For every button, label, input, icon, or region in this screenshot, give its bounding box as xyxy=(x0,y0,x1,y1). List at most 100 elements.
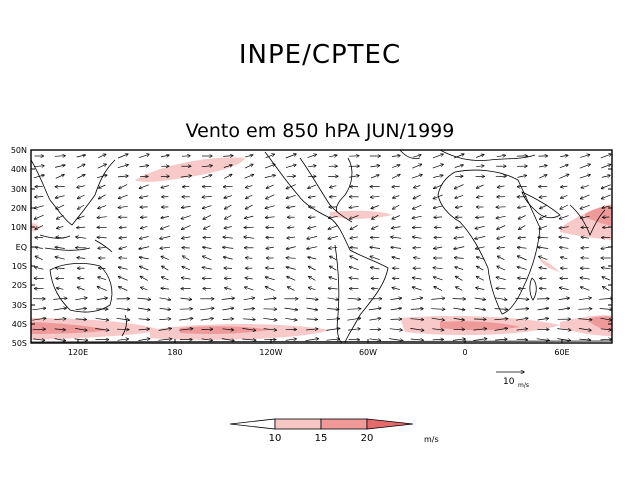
wind-vector xyxy=(392,288,400,290)
wind-vector xyxy=(161,288,169,289)
wind-vector xyxy=(581,237,589,238)
wind-vector xyxy=(410,339,423,340)
wind-vector xyxy=(224,195,233,198)
wind-vector xyxy=(56,237,65,238)
wind-vector xyxy=(242,319,255,320)
wind-vector xyxy=(537,318,549,320)
wind-vector xyxy=(265,154,275,159)
wind-vector xyxy=(138,319,150,320)
wind-vector xyxy=(350,215,359,219)
wind-vector xyxy=(265,217,275,218)
wind-vector xyxy=(181,215,191,219)
wind-vector xyxy=(410,328,423,330)
wind-vector xyxy=(558,308,569,310)
wind-vector xyxy=(516,339,528,340)
wind-vector xyxy=(330,266,337,271)
wind-vector xyxy=(245,215,254,218)
wind-vector xyxy=(454,246,465,249)
wind-vector xyxy=(410,309,423,310)
wind-vector xyxy=(32,318,45,321)
wind-vector xyxy=(244,164,253,169)
wind-vector xyxy=(391,237,402,238)
wind-vector xyxy=(433,175,443,178)
wind-vector xyxy=(162,266,169,271)
wind-vector xyxy=(560,204,569,209)
wind-vector xyxy=(179,318,192,321)
wind-vector xyxy=(159,297,171,300)
wind-vector xyxy=(138,339,149,341)
coast-india xyxy=(569,204,606,237)
wind-vector xyxy=(349,206,359,207)
wind-vector xyxy=(329,277,338,281)
wind-vector xyxy=(497,266,506,271)
wind-vector xyxy=(392,165,400,168)
wind-vector xyxy=(348,176,359,178)
wind-vector xyxy=(537,308,549,310)
wind-vector xyxy=(307,236,318,238)
wind-vector xyxy=(246,258,253,259)
lon-label: 180 xyxy=(167,348,182,357)
lon-label: 0 xyxy=(462,348,467,357)
wind-vector xyxy=(139,257,149,259)
wind-vector xyxy=(54,338,66,341)
wind-vector xyxy=(371,205,379,209)
wind-vector xyxy=(557,329,570,331)
wind-vector xyxy=(392,186,400,187)
map-title: Vento em 850 hPA JUN/1999 xyxy=(185,120,455,142)
wind-vector xyxy=(285,154,296,159)
wind-vector xyxy=(413,194,421,199)
colorbar-unit: m/s xyxy=(424,435,439,444)
wind-vector xyxy=(599,298,612,299)
wind-vector xyxy=(498,186,505,188)
wind-vector xyxy=(57,226,64,228)
wind-vector xyxy=(496,288,506,289)
wind-vector xyxy=(35,247,43,248)
wind-vector xyxy=(76,237,87,238)
wind-vector xyxy=(456,207,463,208)
wind-vector xyxy=(330,186,337,188)
wind-vector xyxy=(516,318,528,321)
lat-label: 10N xyxy=(11,223,27,232)
wind-vector xyxy=(579,164,590,169)
wind-vector xyxy=(221,298,235,299)
wind-vector xyxy=(454,165,463,168)
wind-vector xyxy=(285,339,297,341)
wind-vector xyxy=(182,237,191,239)
wind-vector xyxy=(497,247,505,248)
wind-vector xyxy=(474,298,486,300)
wind-vector xyxy=(517,256,527,261)
wind-vector xyxy=(242,328,255,330)
wind-vector xyxy=(477,266,484,271)
wind-vector xyxy=(413,204,422,209)
wind-vector xyxy=(78,278,85,279)
wind-vector xyxy=(201,166,212,167)
wind-vector xyxy=(203,205,212,209)
wind-vector xyxy=(183,186,190,187)
wind-vector xyxy=(223,247,234,248)
lat-ticks xyxy=(31,168,612,325)
wind-vector xyxy=(77,164,85,169)
wind-vector xyxy=(412,164,421,169)
wind-vector xyxy=(476,217,485,218)
wind-vector xyxy=(77,287,85,291)
wind-vector xyxy=(496,155,506,156)
colorbar-min-triangle xyxy=(229,418,276,430)
wind-vector xyxy=(287,277,296,281)
coast-madagascar xyxy=(529,277,537,301)
wind-vector xyxy=(161,185,169,188)
wind-vector xyxy=(54,329,66,330)
wind-vector xyxy=(55,257,65,260)
wind-vector xyxy=(456,287,463,291)
wind-vector xyxy=(308,257,317,259)
wind-vector xyxy=(536,338,550,341)
wind-vector xyxy=(202,175,211,179)
wind-vector xyxy=(98,247,107,248)
wind-vector xyxy=(561,257,568,259)
wind-vector xyxy=(57,214,64,219)
wind-vector xyxy=(515,298,528,299)
wind-vector xyxy=(539,196,547,197)
wind-vector xyxy=(182,278,191,279)
wind-vector xyxy=(540,205,547,208)
wind-vector xyxy=(349,278,359,279)
wind-vector xyxy=(32,329,46,330)
